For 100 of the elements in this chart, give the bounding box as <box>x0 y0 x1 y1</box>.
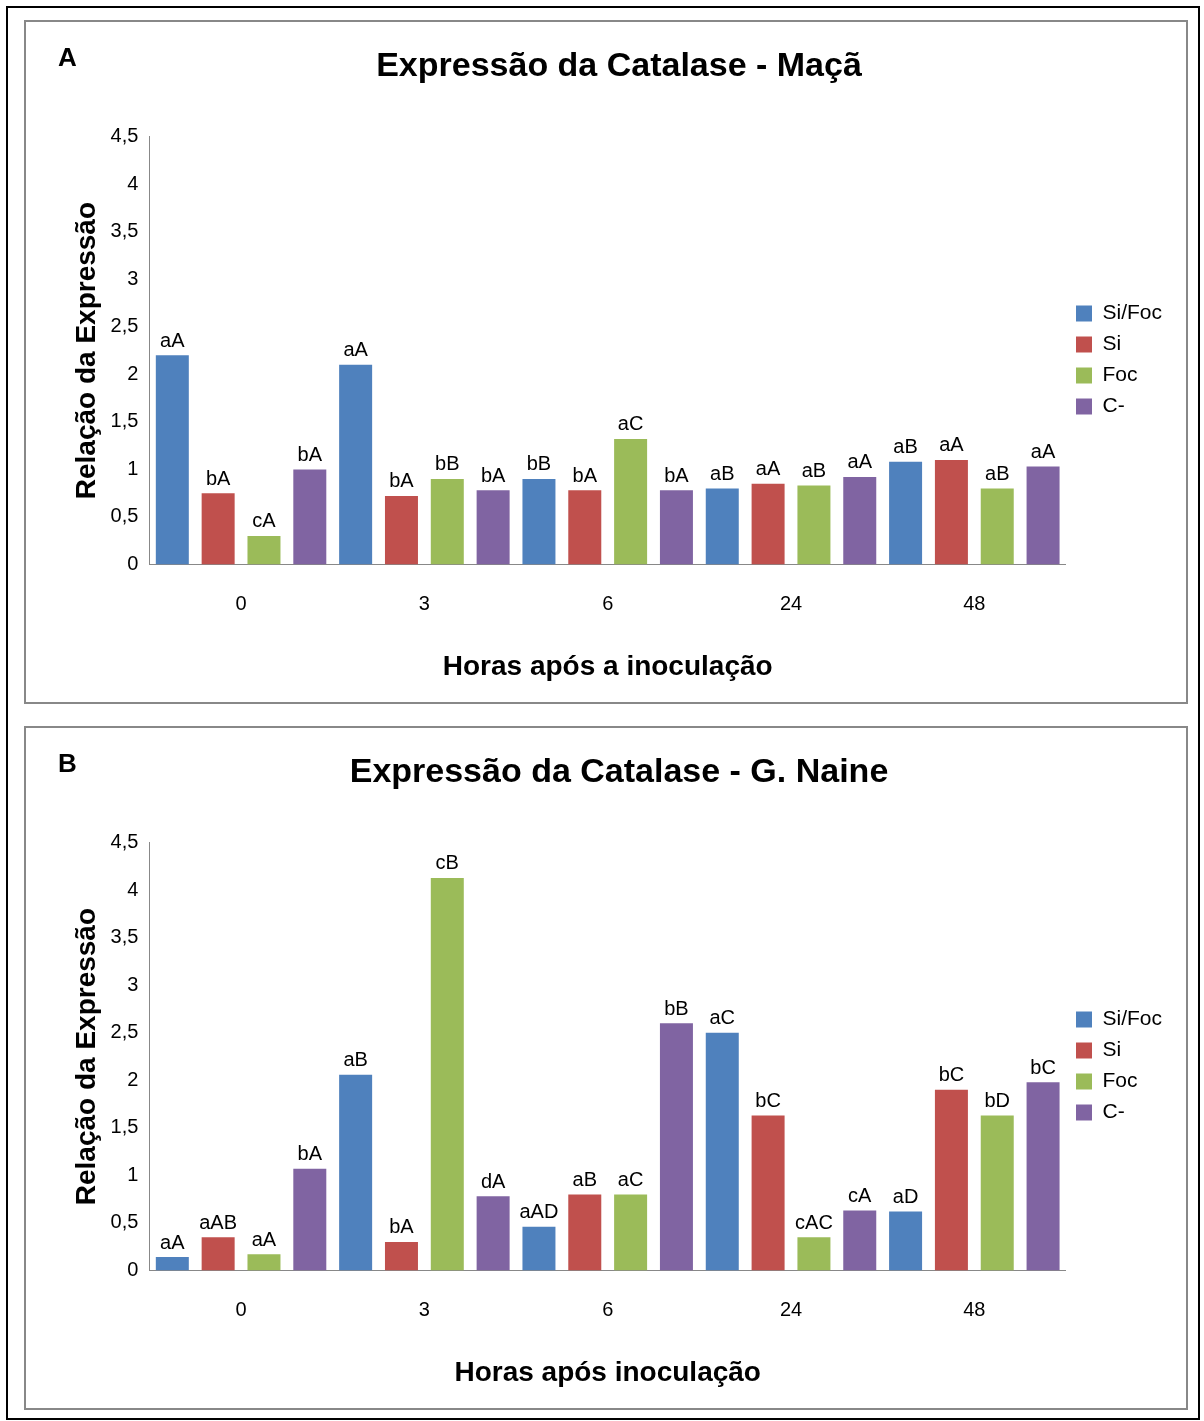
legend-label: Foc <box>1102 1068 1138 1092</box>
data-label: aB <box>572 1167 598 1190</box>
data-label: bC <box>755 1089 781 1112</box>
y-tick-label: 4 <box>127 171 139 194</box>
bar <box>201 1237 235 1271</box>
data-label: aB <box>343 1048 368 1071</box>
bar <box>384 495 418 565</box>
bar <box>797 485 831 565</box>
data-label: aAB <box>199 1210 238 1233</box>
y-tick-label: 1 <box>127 1162 139 1185</box>
x-tick-label: 6 <box>602 591 614 614</box>
y-tick-label: 1,5 <box>110 409 139 432</box>
data-label: cB <box>435 851 459 874</box>
bar <box>476 1196 510 1271</box>
bar <box>980 1115 1014 1271</box>
x-axis-title: Horas após a inoculação <box>442 649 773 681</box>
data-label: bA <box>205 466 232 489</box>
bar <box>522 1226 556 1271</box>
data-label: bA <box>572 463 598 486</box>
y-axis-title: Relação da Expressão <box>69 201 101 500</box>
bar <box>384 1241 418 1271</box>
bar <box>247 535 281 565</box>
x-tick-label: 24 <box>779 591 803 614</box>
y-tick-label: 2 <box>127 1067 139 1090</box>
x-tick-label: 0 <box>235 1297 247 1320</box>
data-label: bC <box>938 1063 965 1086</box>
bar <box>751 1115 785 1271</box>
data-label: bA <box>389 1215 415 1238</box>
y-tick-label: 1 <box>127 456 139 479</box>
data-label: bA <box>389 469 415 492</box>
y-tick-label: 2,5 <box>110 314 139 337</box>
data-label: bD <box>984 1089 1011 1112</box>
legend-label: C- <box>1102 1099 1125 1123</box>
bar <box>614 1194 648 1271</box>
bar <box>705 488 739 565</box>
x-tick-label: 48 <box>963 1297 986 1320</box>
data-label: aA <box>160 328 186 351</box>
y-tick-label: 0 <box>127 551 139 574</box>
bar <box>1026 1082 1060 1271</box>
data-label: cAC <box>795 1210 833 1233</box>
y-tick-label: 2,5 <box>110 1020 139 1043</box>
x-tick-label: 6 <box>602 1297 614 1320</box>
y-tick-label: 2 <box>127 361 139 384</box>
bar <box>339 364 373 565</box>
data-label: aC <box>709 1006 736 1029</box>
data-label: bB <box>435 452 460 475</box>
data-label: bB <box>664 996 689 1019</box>
legend-label: Si <box>1102 331 1122 355</box>
legend-label: Si/Foc <box>1102 300 1162 324</box>
bar <box>476 490 510 565</box>
text: A <box>58 42 77 73</box>
data-label: aAD <box>519 1200 559 1223</box>
bar <box>430 478 464 565</box>
data-label: bB <box>526 452 552 475</box>
data-label: bA <box>664 463 690 486</box>
legend-label: Si/Foc <box>1102 1006 1162 1030</box>
legend-label: Foc <box>1102 362 1138 386</box>
data-label: aB <box>710 461 735 484</box>
y-tick-label: 4,5 <box>110 124 139 147</box>
bar <box>522 478 556 565</box>
bar <box>843 1210 877 1271</box>
data-label: bA <box>297 1142 323 1165</box>
x-tick-label: 24 <box>779 1297 803 1320</box>
x-tick-label: 3 <box>418 591 430 614</box>
bar <box>659 1023 693 1271</box>
x-tick-label: 48 <box>963 591 986 614</box>
bar <box>247 1254 281 1271</box>
y-tick-label: 0 <box>127 1257 139 1280</box>
y-tick-label: 3,5 <box>110 925 139 948</box>
data-label: cA <box>848 1184 873 1207</box>
data-label: aA <box>939 433 965 456</box>
bar <box>705 1032 739 1271</box>
y-tick-label: 4,5 <box>110 830 139 853</box>
bar <box>934 459 968 565</box>
bar <box>155 355 189 565</box>
bar <box>293 469 327 565</box>
chart-title: Expressão da Catalase - G. Naine <box>349 750 889 789</box>
bar <box>980 488 1014 565</box>
x-axis-title: Horas após inoculação <box>454 1355 761 1387</box>
bar <box>293 1168 327 1271</box>
data-label: aB <box>893 435 918 458</box>
text: B <box>58 748 77 779</box>
data-label: bC <box>1030 1055 1056 1078</box>
legend-label: Si <box>1102 1037 1122 1061</box>
x-tick-label: 3 <box>418 1297 430 1320</box>
bar <box>797 1237 831 1271</box>
data-label: aA <box>160 1230 186 1253</box>
y-tick-label: 3 <box>127 972 139 995</box>
data-label: bA <box>480 463 507 486</box>
bar <box>339 1074 373 1271</box>
data-label: aB <box>985 461 1010 484</box>
bar <box>751 483 785 565</box>
bar <box>934 1089 968 1271</box>
bar <box>155 1257 189 1271</box>
data-label: aC <box>617 1167 644 1190</box>
data-label: dA <box>480 1169 507 1192</box>
data-label: aC <box>617 412 644 435</box>
y-tick-label: 4 <box>127 877 139 900</box>
data-label: cA <box>252 509 277 532</box>
data-label: aD <box>892 1185 919 1207</box>
